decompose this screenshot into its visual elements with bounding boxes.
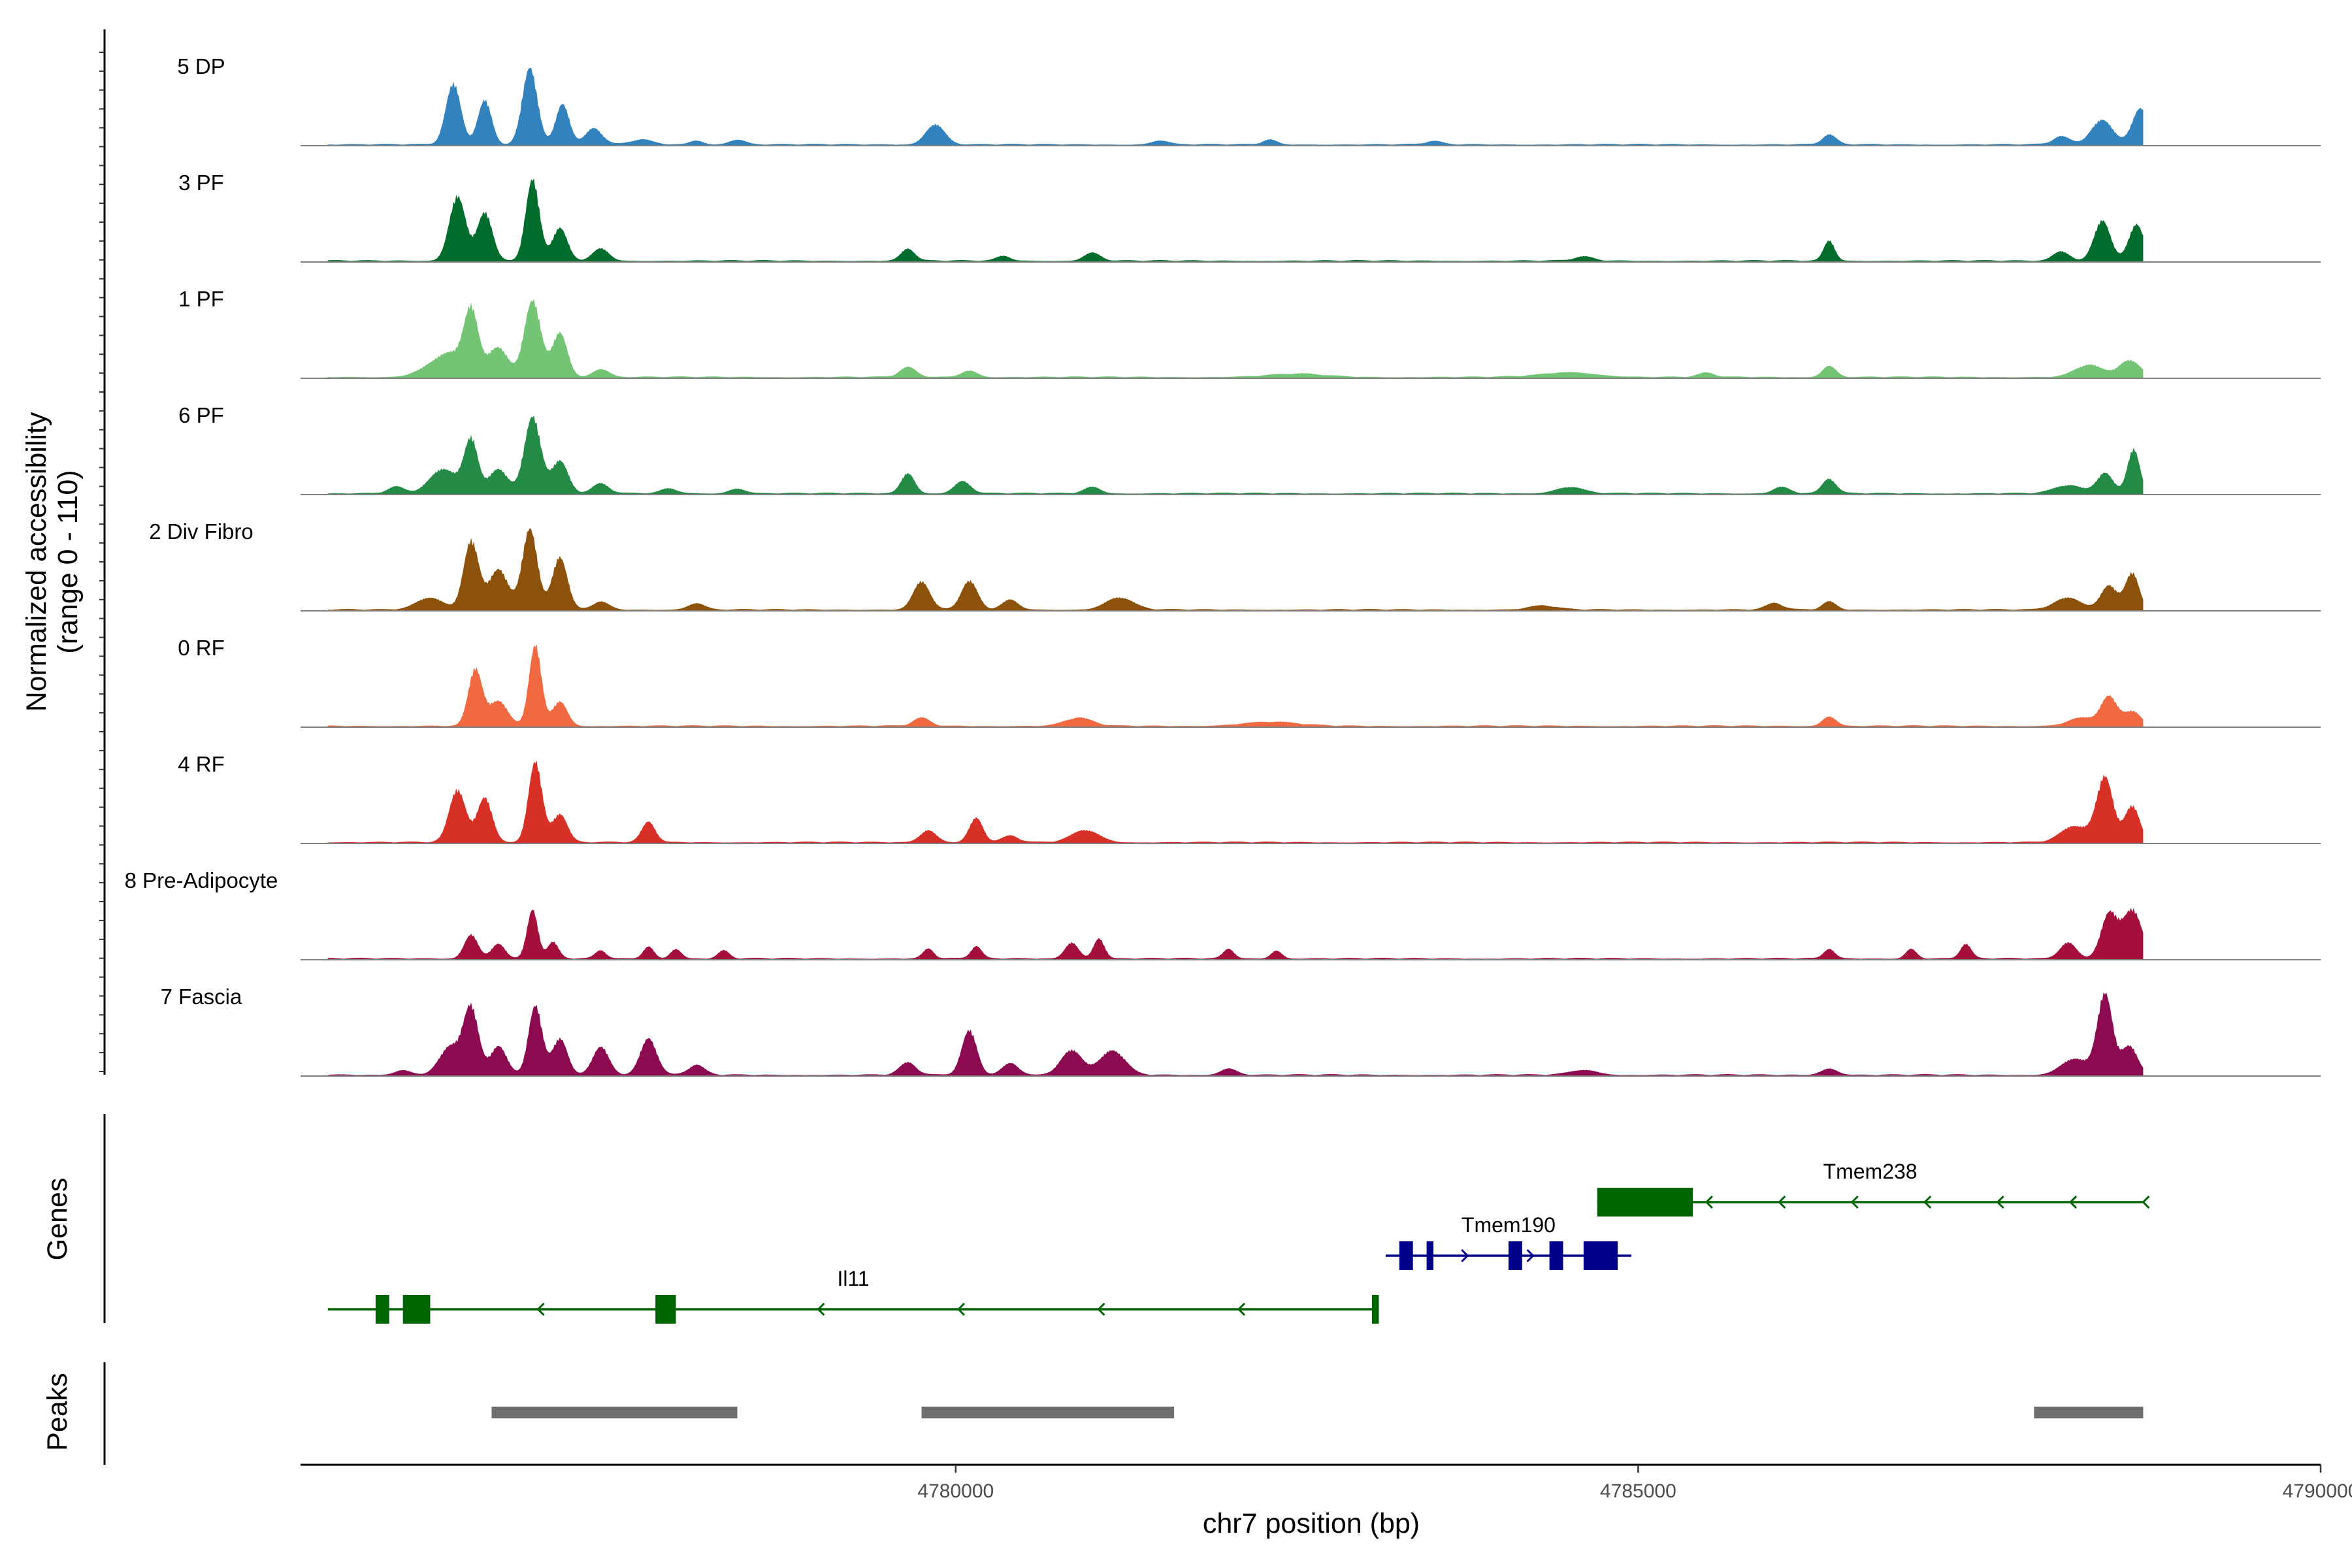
x-tick-label: 4785000 bbox=[1600, 1480, 1676, 1502]
axes-layer: Normalized accessibility (range 0 - 110)… bbox=[21, 29, 1420, 1539]
strand-arrow bbox=[1097, 1302, 1105, 1316]
strand-arrow bbox=[1778, 1195, 1786, 1209]
strand-arrow bbox=[1705, 1195, 1713, 1209]
gene-tmem190: Tmem190 bbox=[1385, 1213, 1631, 1270]
gene-exon bbox=[1372, 1295, 1379, 1324]
strand-arrow bbox=[536, 1302, 545, 1316]
track-1-pf: 1 PF bbox=[178, 287, 2321, 379]
gene-exon bbox=[1583, 1241, 1618, 1270]
track-6-pf: 6 PF bbox=[178, 403, 2321, 495]
coverage-area bbox=[327, 760, 2144, 843]
strand-arrow bbox=[817, 1302, 825, 1316]
coverage-area bbox=[327, 299, 2144, 378]
track-label: 6 PF bbox=[178, 403, 224, 427]
track-8-pre-adipocyte: 8 Pre-Adipocyte bbox=[125, 868, 2321, 960]
coverage-area bbox=[327, 178, 2144, 262]
gene-label: Tmem190 bbox=[1462, 1213, 1556, 1237]
strand-arrow bbox=[1923, 1195, 1932, 1209]
gene-annotation-track: Il11 Tmem190 Tmem238 bbox=[327, 1160, 2150, 1324]
gene-exon bbox=[1426, 1241, 1434, 1270]
coverage-area bbox=[327, 644, 2144, 727]
gene-label: Tmem238 bbox=[1823, 1160, 1918, 1183]
y-axis-title: Normalized accessibility bbox=[21, 412, 52, 711]
peaks-track bbox=[491, 1407, 2144, 1418]
gene-exon bbox=[375, 1295, 389, 1324]
strand-arrow bbox=[2142, 1195, 2150, 1209]
track-3-pf: 3 PF bbox=[178, 171, 2321, 263]
coverage-area bbox=[327, 67, 2144, 146]
gene-exon bbox=[1508, 1241, 1522, 1270]
coverage-area bbox=[327, 528, 2144, 611]
track-5-dp: 5 DP bbox=[177, 54, 2321, 146]
strand-arrow bbox=[956, 1302, 966, 1316]
peak-region bbox=[2034, 1407, 2144, 1418]
coverage-area bbox=[327, 415, 2144, 495]
gene-label: Il11 bbox=[838, 1267, 870, 1290]
genes-track-title: Genes bbox=[42, 1178, 73, 1261]
peak-region bbox=[491, 1407, 738, 1418]
strand-arrow bbox=[1850, 1195, 1859, 1209]
track-label: 0 RF bbox=[178, 636, 225, 660]
coverage-area bbox=[327, 992, 2144, 1076]
strand-arrow bbox=[1996, 1195, 2004, 1209]
track-0-rf: 0 RF bbox=[178, 636, 2321, 728]
peak-region bbox=[921, 1407, 1175, 1418]
track-label: 1 PF bbox=[178, 287, 224, 311]
strand-arrow bbox=[1237, 1302, 1246, 1316]
gene-tmem238: Tmem238 bbox=[1597, 1160, 2150, 1217]
track-label: 8 Pre-Adipocyte bbox=[125, 868, 278, 892]
strand-arrow bbox=[1526, 1249, 1535, 1263]
gene-exon bbox=[655, 1295, 676, 1324]
x-tick-label: 4780000 bbox=[917, 1480, 994, 1502]
gene-exon bbox=[1597, 1188, 1693, 1217]
track-label: 5 DP bbox=[177, 54, 225, 78]
track-2-div-fibro: 2 Div Fibro bbox=[149, 519, 2321, 612]
coverage-tracks: 5 DP 3 PF 1 PF 6 PF 2 Div Fibro 0 RF 4 RF 8 Pre… bbox=[125, 54, 2321, 1077]
strand-arrow bbox=[2068, 1195, 2078, 1209]
gene-il11: Il11 bbox=[327, 1267, 1379, 1324]
x-tick-label: 4790000 bbox=[2283, 1480, 2352, 1502]
track-label: 2 Div Fibro bbox=[149, 519, 253, 544]
x-axis: 4780000 4785000 4790000 bbox=[301, 1463, 2352, 1502]
gene-exon bbox=[1549, 1241, 1563, 1270]
gene-exon bbox=[1399, 1241, 1413, 1270]
track-7-fascia: 7 Fascia bbox=[161, 985, 2321, 1077]
track-4-rf: 4 RF bbox=[178, 752, 2321, 844]
peaks-track-title: Peaks bbox=[42, 1373, 73, 1451]
track-label: 7 Fascia bbox=[161, 985, 242, 1009]
track-label: 4 RF bbox=[178, 752, 225, 776]
y-axis-subtitle: (range 0 - 110) bbox=[52, 470, 84, 653]
strand-arrow bbox=[1461, 1249, 1469, 1263]
track-label: 3 PF bbox=[178, 171, 224, 195]
gene-exon bbox=[402, 1295, 431, 1324]
x-axis-title: chr7 position (bp) bbox=[1203, 1508, 1420, 1539]
coverage-area bbox=[327, 907, 2144, 960]
